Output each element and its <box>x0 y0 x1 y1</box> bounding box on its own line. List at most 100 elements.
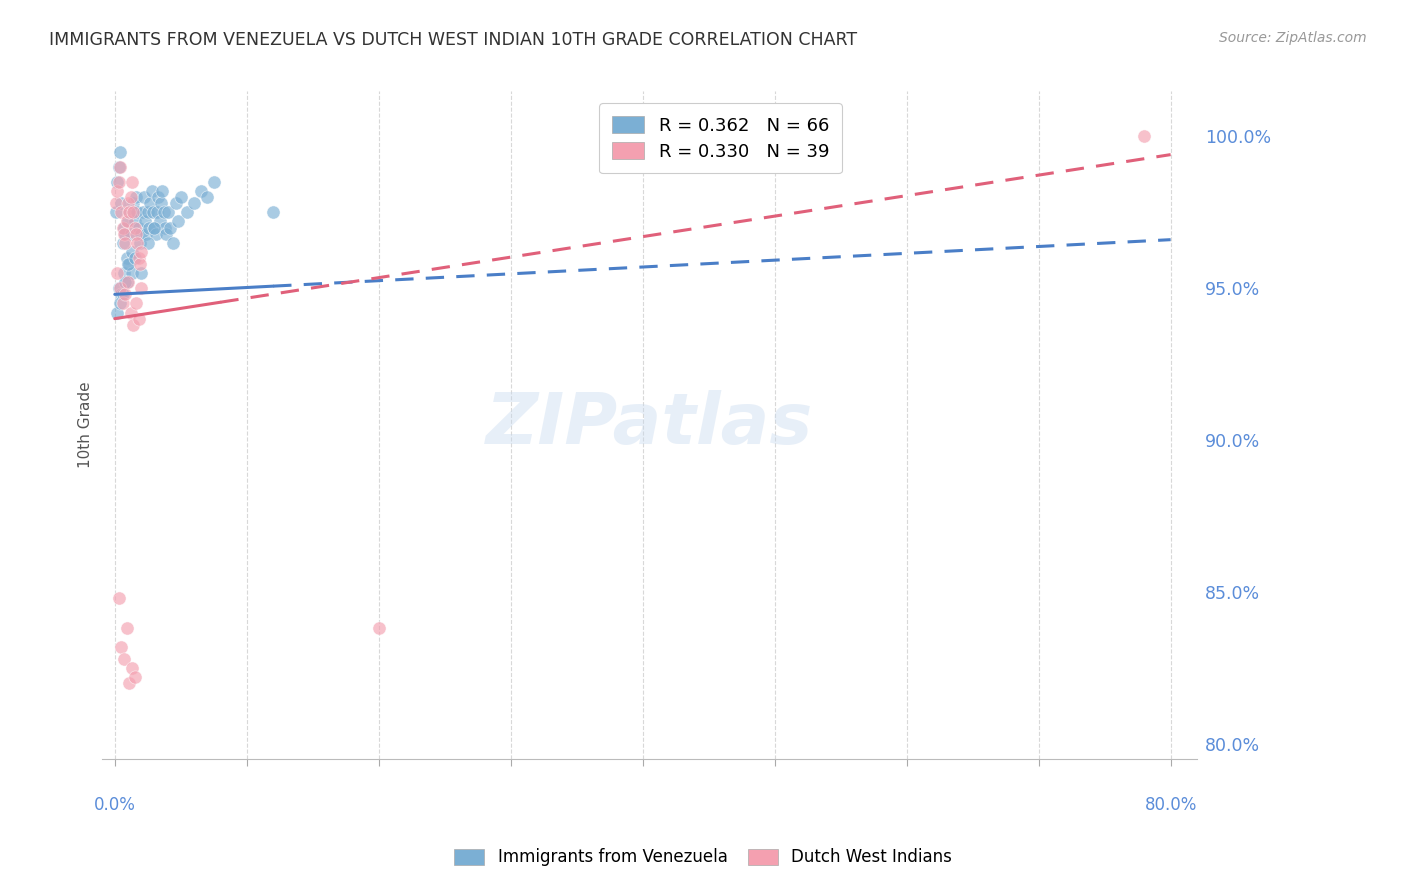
Point <box>170 190 193 204</box>
Point <box>121 244 143 259</box>
Point <box>142 205 165 219</box>
Point <box>105 205 128 219</box>
Point <box>190 184 212 198</box>
Point <box>149 214 172 228</box>
Point <box>128 251 150 265</box>
Point <box>152 205 174 219</box>
Point <box>135 227 157 241</box>
Point <box>122 196 145 211</box>
Point <box>117 196 139 211</box>
Point <box>367 622 389 636</box>
Point <box>125 190 148 204</box>
Point <box>114 287 136 301</box>
Point <box>115 251 138 265</box>
Point <box>112 652 135 666</box>
Point <box>107 305 129 319</box>
Point <box>125 227 148 241</box>
Point <box>105 196 128 211</box>
Point <box>111 287 134 301</box>
Text: ZIPatlas: ZIPatlas <box>485 391 813 459</box>
Point <box>262 205 284 219</box>
Point <box>195 190 218 204</box>
Point <box>108 160 131 174</box>
Point <box>107 281 129 295</box>
Point <box>121 175 143 189</box>
Point <box>127 235 149 250</box>
Legend: Immigrants from Venezuela, Dutch West Indians: Immigrants from Venezuela, Dutch West In… <box>447 842 959 873</box>
Point <box>111 296 134 310</box>
Point <box>124 251 146 265</box>
Point <box>1133 129 1156 144</box>
Point <box>136 235 159 250</box>
Point <box>153 220 176 235</box>
Point <box>131 205 153 219</box>
Point <box>176 205 198 219</box>
Point <box>110 196 132 211</box>
Point <box>155 227 177 241</box>
Point <box>108 145 131 159</box>
Point <box>112 266 135 280</box>
Legend: R = 0.362   N = 66, R = 0.330   N = 39: R = 0.362 N = 66, R = 0.330 N = 39 <box>599 103 842 173</box>
Point <box>146 205 169 219</box>
Text: IMMIGRANTS FROM VENEZUELA VS DUTCH WEST INDIAN 10TH GRADE CORRELATION CHART: IMMIGRANTS FROM VENEZUELA VS DUTCH WEST … <box>49 31 858 49</box>
Point <box>112 220 135 235</box>
Point <box>114 227 136 241</box>
Point <box>202 175 225 189</box>
Point <box>120 305 142 319</box>
Point <box>128 235 150 250</box>
Point <box>117 257 139 271</box>
Point <box>150 196 173 211</box>
Point <box>139 196 162 211</box>
Point <box>183 196 205 211</box>
Point <box>129 244 152 259</box>
Point <box>145 227 167 241</box>
Point <box>121 661 143 675</box>
Text: 0.0%: 0.0% <box>94 796 136 814</box>
Point <box>128 220 150 235</box>
Point <box>108 281 131 295</box>
Point <box>120 227 142 241</box>
Point <box>125 296 148 310</box>
Point <box>115 214 138 228</box>
Point <box>143 220 166 235</box>
Point <box>128 311 150 326</box>
Point <box>107 160 129 174</box>
Point <box>111 235 134 250</box>
Point <box>107 175 129 189</box>
Point <box>117 214 139 228</box>
Point <box>112 227 135 241</box>
Point <box>127 205 149 219</box>
Point <box>150 184 173 198</box>
Point <box>148 190 170 204</box>
Point <box>107 591 129 606</box>
Point <box>136 205 159 219</box>
Y-axis label: 10th Grade: 10th Grade <box>79 382 93 468</box>
Point <box>114 275 136 289</box>
Point <box>107 175 129 189</box>
Point <box>156 205 179 219</box>
Point <box>107 184 129 198</box>
Point <box>108 296 131 310</box>
Point <box>121 266 143 280</box>
Point <box>129 227 152 241</box>
Point <box>124 670 146 684</box>
Point <box>115 275 138 289</box>
Point <box>124 214 146 228</box>
Point <box>124 220 146 235</box>
Point <box>141 184 163 198</box>
Point <box>128 257 150 271</box>
Point <box>132 190 155 204</box>
Point <box>118 257 141 271</box>
Point <box>129 266 152 280</box>
Point <box>110 287 132 301</box>
Text: 80.0%: 80.0% <box>1144 796 1197 814</box>
Point <box>115 622 138 636</box>
Point <box>107 266 129 280</box>
Point <box>118 676 141 690</box>
Point <box>159 220 181 235</box>
Point <box>162 235 184 250</box>
Point <box>165 196 187 211</box>
Point <box>114 235 136 250</box>
Point <box>110 640 132 654</box>
Point <box>129 281 152 295</box>
